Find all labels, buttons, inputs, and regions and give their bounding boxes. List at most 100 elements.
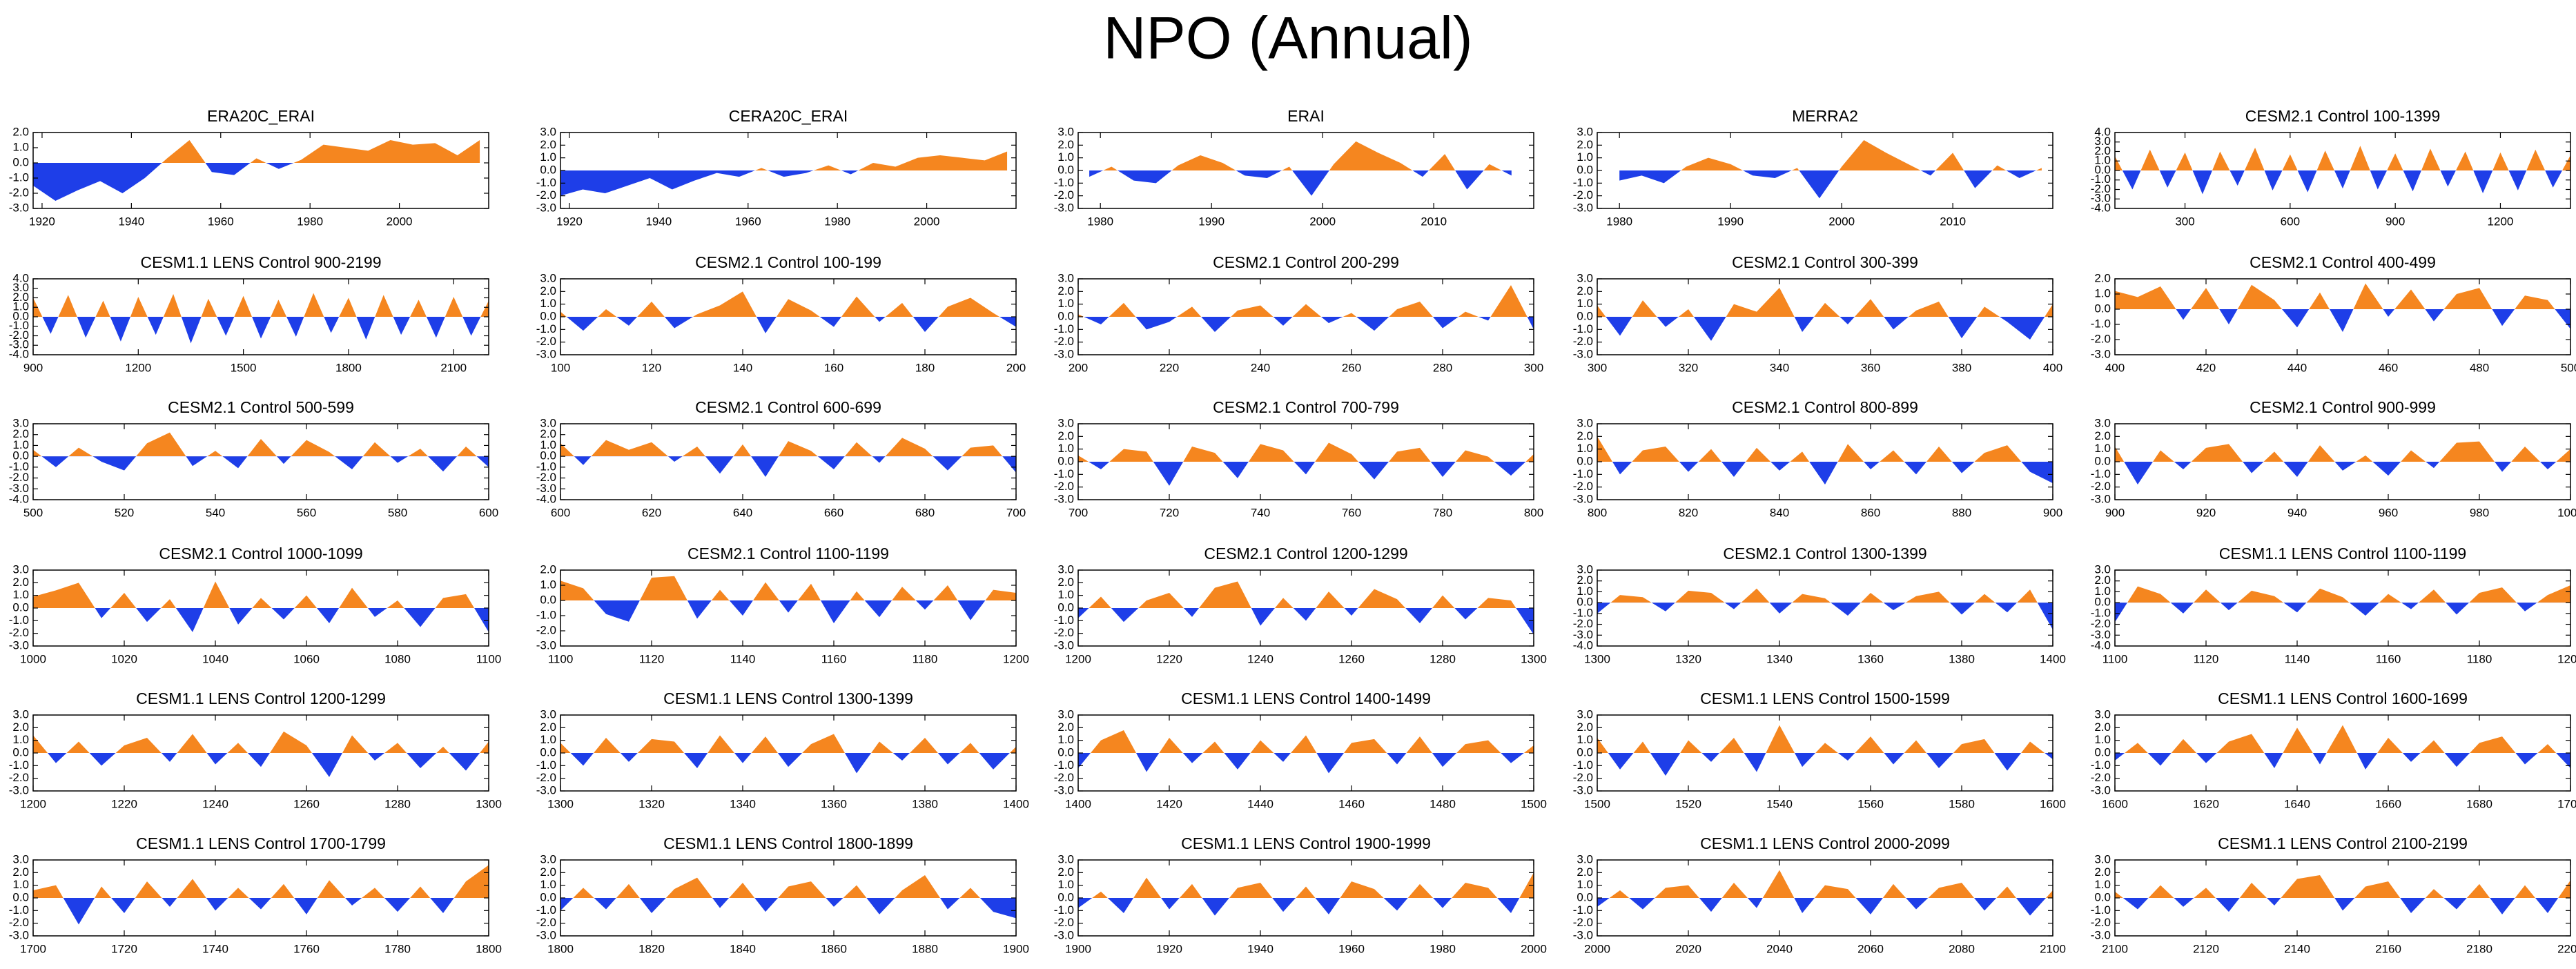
y-tick-label: 2.0 <box>1057 138 1074 151</box>
panel-title: CESM2.1 Control 1200-1299 <box>1204 545 1407 562</box>
x-tick-label: 1000 <box>2557 506 2576 519</box>
x-tick-label: 100 <box>551 361 570 374</box>
y-tick-label: 0.0 <box>12 745 29 758</box>
area-positive <box>2115 441 2570 462</box>
x-tick-label: 620 <box>642 506 661 519</box>
area-positive <box>33 731 489 753</box>
y-tick-label: 0.0 <box>1057 600 1074 614</box>
y-tick-label: -1.0 <box>1573 606 1593 619</box>
x-tick-label: 1200 <box>2557 652 2576 665</box>
y-tick-label: -1.0 <box>1573 903 1593 917</box>
panel-title: CESM2.1 Control 700-799 <box>1213 398 1399 416</box>
y-tick-label: -2.0 <box>9 329 29 342</box>
x-tick-label: 1380 <box>912 797 938 810</box>
y-tick-label: 3.0 <box>1577 416 1593 429</box>
x-tick-label: 200 <box>1069 361 1088 374</box>
x-tick-label: 820 <box>1679 506 1698 519</box>
panel-title: CESM1.1 LENS Control 1500-1599 <box>1700 689 1950 707</box>
y-tick-label: 2.0 <box>1057 429 1074 442</box>
x-tick-label: 1960 <box>208 215 234 228</box>
y-tick-label: -3.0 <box>2091 192 2111 205</box>
y-tick-label: -1.0 <box>536 758 556 772</box>
y-tick-label: -1.0 <box>2091 317 2111 330</box>
y-tick-label: 3.0 <box>540 707 556 721</box>
y-tick-label: 1.0 <box>12 588 29 601</box>
x-tick-label: 2000 <box>387 215 413 228</box>
area-negative <box>2115 170 2570 195</box>
x-tick-label: 700 <box>1069 506 1088 519</box>
x-tick-label: 2200 <box>2557 942 2576 955</box>
y-tick-label: -3.0 <box>1054 492 1074 505</box>
y-tick-label: 2.0 <box>12 291 29 304</box>
x-tick-label: 240 <box>1251 361 1270 374</box>
panel-title: ERA20C_ERAI <box>207 107 315 125</box>
x-tick-label: 140 <box>733 361 752 374</box>
y-tick-label: 1.0 <box>540 438 556 451</box>
y-tick-label: 2.0 <box>540 865 556 879</box>
y-tick-label: -2.0 <box>536 771 556 784</box>
x-tick-label: 1920 <box>1156 942 1182 955</box>
x-tick-label: 840 <box>1770 506 1789 519</box>
area-positive <box>560 875 1016 898</box>
y-tick-label: -3.0 <box>536 482 556 495</box>
y-tick-label: -1.0 <box>2091 758 2111 772</box>
x-tick-label: 2000 <box>1521 942 1547 955</box>
y-tick-label: -2.0 <box>536 916 556 929</box>
x-tick-label: 500 <box>2561 361 2576 374</box>
x-tick-label: 1920 <box>29 215 55 228</box>
area-negative <box>560 753 1016 774</box>
x-tick-label: 300 <box>1588 361 1607 374</box>
area-positive <box>33 432 477 457</box>
x-tick-label: 900 <box>2043 506 2062 519</box>
x-tick-label: 380 <box>1952 361 1971 374</box>
y-tick-label: -4.0 <box>2091 638 2111 652</box>
x-tick-label: 300 <box>1524 361 1543 374</box>
y-tick-label: 1.0 <box>1577 878 1593 891</box>
x-tick-label: 420 <box>2196 361 2216 374</box>
area-positive <box>560 438 1003 457</box>
x-tick-label: 1220 <box>1156 652 1182 665</box>
x-tick-label: 2000 <box>1828 215 1855 228</box>
y-tick-label: 2.0 <box>2094 271 2111 284</box>
x-tick-label: 1140 <box>2285 652 2310 665</box>
x-tick-label: 1680 <box>2466 797 2492 810</box>
area-negative <box>1597 462 2053 484</box>
y-tick-label: -3.0 <box>9 928 29 941</box>
y-tick-label: -1.0 <box>1054 176 1074 189</box>
y-tick-label: 1.0 <box>1057 150 1074 164</box>
y-tick-label: 3.0 <box>2094 562 2111 576</box>
y-tick-label: 1.0 <box>540 297 556 310</box>
x-tick-label: 1240 <box>202 797 228 810</box>
y-tick-label: -2.0 <box>1054 188 1074 202</box>
y-tick-label: -3.0 <box>2091 628 2111 641</box>
plot-frame <box>560 569 1017 647</box>
y-tick-label: -2.0 <box>1054 916 1074 929</box>
y-tick-label: 4.0 <box>12 271 29 284</box>
x-tick-label: 480 <box>2470 361 2489 374</box>
panel-title: CERA20C_ERAI <box>729 107 848 125</box>
x-tick-label: 160 <box>824 361 843 374</box>
area-positive <box>1089 141 1512 170</box>
area-positive <box>33 140 480 163</box>
y-tick-label: -1.0 <box>536 322 556 335</box>
y-tick-label: 0.0 <box>1577 745 1593 758</box>
y-tick-label: 1.0 <box>12 733 29 746</box>
area-negative <box>33 456 489 472</box>
area-positive <box>33 581 489 608</box>
y-tick-label: 2.0 <box>540 721 556 734</box>
y-tick-label: 1.0 <box>1057 297 1074 310</box>
y-tick-label: 1.0 <box>12 140 29 153</box>
area-positive <box>1078 285 1534 317</box>
area-positive <box>1597 287 2053 317</box>
y-tick-label: 2.0 <box>2094 144 2111 157</box>
x-tick-label: 900 <box>2105 506 2125 519</box>
y-tick-label: 1.0 <box>1577 150 1593 164</box>
y-tick-label: 2.0 <box>2094 429 2111 442</box>
y-tick-label: -3.0 <box>1573 628 1593 641</box>
x-tick-label: 1980 <box>297 215 323 228</box>
y-tick-label: -3.0 <box>1054 347 1074 360</box>
panel-title: CESM1.1 LENS Control 1900-1999 <box>1181 834 1431 852</box>
panel-title: CESM2.1 Control 800-899 <box>1732 398 1918 416</box>
area-positive <box>1597 870 2053 898</box>
panel-title: CESM1.1 LENS Control 1600-1699 <box>2218 689 2468 707</box>
